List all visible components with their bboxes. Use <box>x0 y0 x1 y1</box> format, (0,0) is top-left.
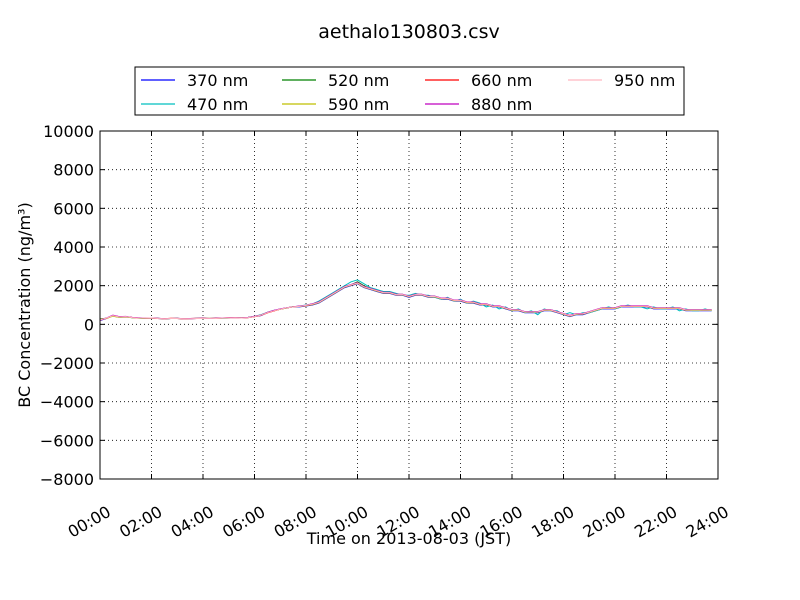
legend-label: 520 nm <box>328 71 389 90</box>
y-tick-label: 6000 <box>53 199 94 218</box>
y-tick-label: −8000 <box>40 470 94 489</box>
legend-label: 880 nm <box>471 95 532 114</box>
legend-frame <box>134 66 685 116</box>
series-line-950-nm <box>99 282 712 321</box>
x-tick-label: 02:00 <box>116 502 165 542</box>
grid-lines <box>100 131 718 479</box>
series-line-370-nm <box>99 283 712 321</box>
series-line-590-nm <box>99 282 712 320</box>
chart-title: aethalo130803.csv <box>318 21 500 43</box>
x-axis-label: Time on 2013-08-03 (JST) <box>306 529 511 548</box>
x-tick-label: 24:00 <box>683 502 732 542</box>
y-tick-label: 2000 <box>53 277 94 296</box>
y-tick-label: −2000 <box>40 354 94 373</box>
x-tick-label: 20:00 <box>580 502 629 542</box>
x-tick-label: 04:00 <box>168 502 217 542</box>
y-tick-label: −4000 <box>40 393 94 412</box>
y-tick-label: 8000 <box>53 161 94 180</box>
series-layer <box>99 279 712 321</box>
y-tick-label: 0 <box>84 315 94 334</box>
x-axis-ticks: 00:00 02:00 04:00 06:00 08:00 10:00 12:00 14:00… <box>65 131 732 542</box>
series-line-520-nm <box>99 281 712 320</box>
x-tick-label: 18:00 <box>528 502 577 542</box>
x-tick-label: 06:00 <box>219 502 268 542</box>
series-line-470-nm <box>99 279 712 320</box>
y-tick-label: 10000 <box>43 122 94 141</box>
x-tick-label: 22:00 <box>631 502 680 542</box>
legend-label: 370 nm <box>187 71 248 90</box>
legend-label: 950 nm <box>614 71 675 90</box>
chart-legend: 370 nm 470 nm 520 nm 590 nm 660 nm 880 nm 950 … <box>134 66 685 116</box>
legend-label: 590 nm <box>328 95 389 114</box>
y-axis-label: BC Concentration (ng/m³) <box>15 202 34 407</box>
y-tick-label: −6000 <box>40 431 94 450</box>
x-tick-label: 00:00 <box>65 502 114 542</box>
series-line-660-nm <box>99 282 712 321</box>
series-line-880-nm <box>99 282 712 321</box>
legend-label: 660 nm <box>471 71 532 90</box>
y-tick-label: 4000 <box>53 238 94 257</box>
legend-label: 470 nm <box>187 95 248 114</box>
y-axis-ticks: −8000 −6000 −4000 −2000 0 2000 4000 6000 8000 100… <box>40 122 718 489</box>
